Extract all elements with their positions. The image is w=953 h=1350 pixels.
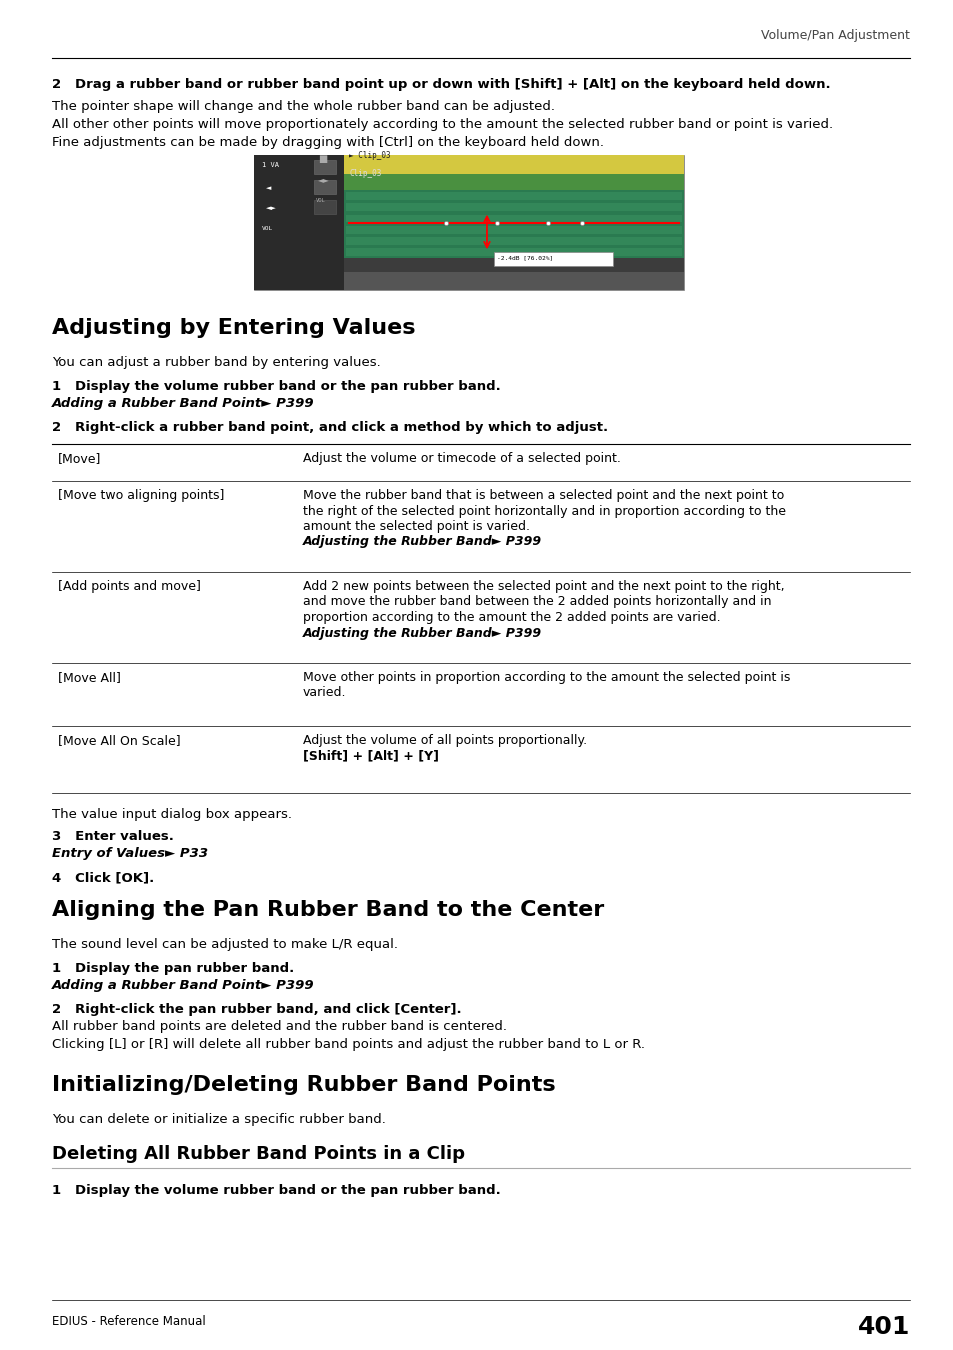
Text: 4   Click [OK].: 4 Click [OK]. [52,871,154,884]
Text: You can adjust a rubber band by entering values.: You can adjust a rubber band by entering… [52,356,380,369]
Bar [346,215,681,223]
Bar [344,174,683,190]
Text: EDIUS - Reference Manual: EDIUS - Reference Manual [52,1315,206,1328]
Bar [314,180,335,194]
Text: [Add points and move]: [Add points and move] [58,580,201,593]
Text: The sound level can be adjusted to make L/R equal.: The sound level can be adjusted to make … [52,938,397,950]
Text: proportion according to the amount the 2 added points are varied.: proportion according to the amount the 2… [303,612,720,624]
Text: Initializing/Deleting Rubber Band Points: Initializing/Deleting Rubber Band Points [52,1075,555,1095]
Text: varied.: varied. [303,687,346,699]
Bar [494,252,612,266]
Text: ► Clip_03: ► Clip_03 [349,151,391,161]
Text: 1   Display the volume rubber band or the pan rubber band.: 1 Display the volume rubber band or the … [52,379,500,393]
Text: ◄►: ◄► [317,176,330,184]
Text: Adjust the volume or timecode of a selected point.: Adjust the volume or timecode of a selec… [303,452,620,464]
Text: Aligning the Pan Rubber Band to the Center: Aligning the Pan Rubber Band to the Cent… [52,900,603,919]
Text: [Move two aligning points]: [Move two aligning points] [58,489,224,502]
Text: ■: ■ [317,154,327,163]
Text: -2.4dB [76.02%]: -2.4dB [76.02%] [497,255,553,261]
Text: 3   Enter values.: 3 Enter values. [52,830,173,842]
Text: 401: 401 [857,1315,909,1339]
Bar [346,248,681,256]
Text: Add 2 new points between the selected point and the next point to the right,: Add 2 new points between the selected po… [303,580,783,593]
Text: The value input dialog box appears.: The value input dialog box appears. [52,809,292,821]
Text: Clip_03: Clip_03 [349,169,381,178]
Bar [344,273,683,290]
Text: ◄: ◄ [266,185,271,190]
Text: and move the rubber band between the 2 added points horizontally and in: and move the rubber band between the 2 a… [303,595,771,609]
Text: All other other points will move proportionately according to the amount the sel: All other other points will move proport… [52,117,832,131]
Text: Move the rubber band that is between a selected point and the next point to: Move the rubber band that is between a s… [303,489,783,502]
Text: Adding a Rubber Band Point► P399: Adding a Rubber Band Point► P399 [52,979,314,992]
Text: Clicking [L] or [R] will delete all rubber band points and adjust the rubber ban: Clicking [L] or [R] will delete all rubb… [52,1038,644,1052]
Text: Volume/Pan Adjustment: Volume/Pan Adjustment [760,28,909,42]
Text: Adjusting by Entering Values: Adjusting by Entering Values [52,319,416,338]
Text: 1 VA: 1 VA [262,162,278,167]
Text: You can delete or initialize a specific rubber band.: You can delete or initialize a specific … [52,1112,385,1126]
Bar [314,161,335,174]
Bar [344,155,683,174]
Text: 1   Display the pan rubber band.: 1 Display the pan rubber band. [52,963,294,975]
Text: ◄►: ◄► [266,205,276,211]
Text: VOL: VOL [315,198,325,202]
Text: VOL: VOL [262,225,273,231]
Text: amount the selected point is varied.: amount the selected point is varied. [303,520,530,533]
Bar [346,204,681,211]
Bar [346,225,681,234]
Text: 2   Drag a rubber band or rubber band point up or down with [Shift] + [Alt] on t: 2 Drag a rubber band or rubber band poin… [52,78,830,90]
Text: Entry of Values► P33: Entry of Values► P33 [52,846,208,860]
Text: 1   Display the volume rubber band or the pan rubber band.: 1 Display the volume rubber band or the … [52,1184,500,1197]
Bar [253,155,683,290]
Bar [346,192,681,200]
Bar [314,200,335,215]
Text: [Move]: [Move] [58,452,101,464]
Text: 2   Right-click the pan rubber band, and click [Center].: 2 Right-click the pan rubber band, and c… [52,1003,461,1017]
Bar [253,155,344,290]
Text: 2   Right-click a rubber band point, and click a method by which to adjust.: 2 Right-click a rubber band point, and c… [52,421,607,433]
Text: The pointer shape will change and the whole rubber band can be adjusted.: The pointer shape will change and the wh… [52,100,555,113]
Text: Adjust the volume of all points proportionally.: Adjust the volume of all points proporti… [303,734,586,747]
Text: [Shift] + [Alt] + [Y]: [Shift] + [Alt] + [Y] [303,749,438,763]
Text: Fine adjustments can be made by dragging with [Ctrl] on the keyboard held down.: Fine adjustments can be made by dragging… [52,136,603,148]
Bar [344,190,683,258]
Text: Adjusting the Rubber Band► P399: Adjusting the Rubber Band► P399 [303,626,541,640]
Text: [Move All]: [Move All] [58,671,121,684]
Text: Adding a Rubber Band Point► P399: Adding a Rubber Band Point► P399 [52,397,314,410]
Text: Move other points in proportion according to the amount the selected point is: Move other points in proportion accordin… [303,671,789,684]
Bar [346,238,681,244]
Text: [Move All On Scale]: [Move All On Scale] [58,734,180,747]
Text: the right of the selected point horizontally and in proportion according to the: the right of the selected point horizont… [303,505,785,517]
Text: Deleting All Rubber Band Points in a Clip: Deleting All Rubber Band Points in a Cli… [52,1145,464,1162]
Text: Adjusting the Rubber Band► P399: Adjusting the Rubber Band► P399 [303,536,541,548]
Text: All rubber band points are deleted and the rubber band is centered.: All rubber band points are deleted and t… [52,1021,506,1033]
